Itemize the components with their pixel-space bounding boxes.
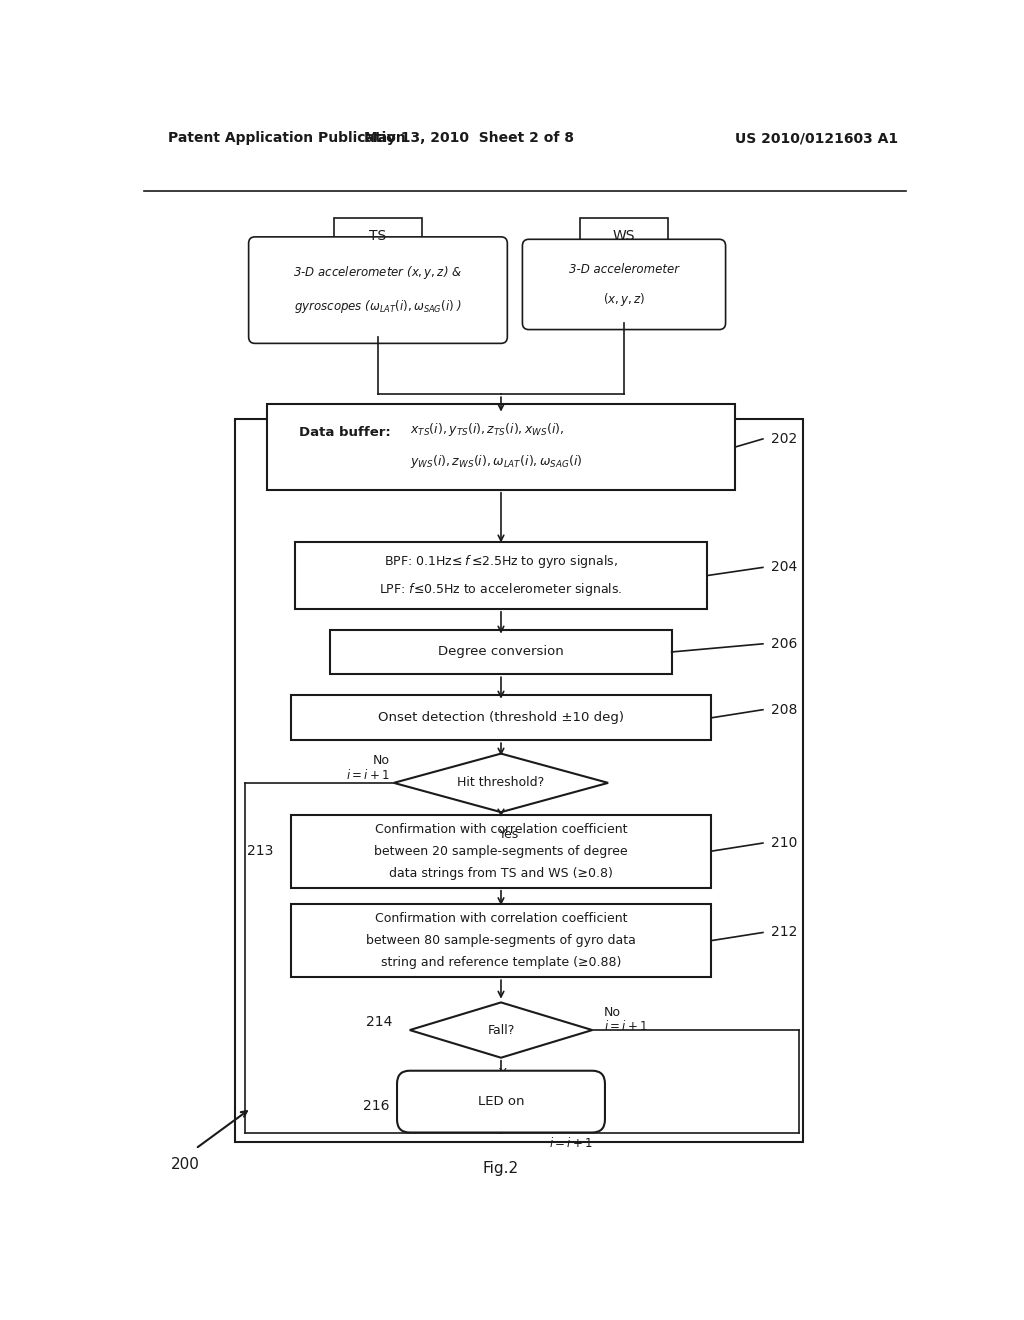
FancyBboxPatch shape [295, 543, 708, 609]
FancyBboxPatch shape [291, 696, 712, 741]
Text: Patent Application Publication: Patent Application Publication [168, 131, 406, 145]
Text: Hit threshold?: Hit threshold? [458, 776, 545, 789]
FancyBboxPatch shape [291, 904, 712, 977]
Text: $i=i+1$: $i=i+1$ [346, 768, 390, 781]
Text: 210: 210 [771, 836, 798, 850]
Text: $(x,y,z)$: $(x,y,z)$ [603, 290, 645, 308]
Text: Fall?: Fall? [487, 1023, 515, 1036]
Text: Confirmation with correlation coefficient: Confirmation with correlation coefficien… [375, 822, 628, 836]
FancyBboxPatch shape [522, 239, 726, 330]
Text: 206: 206 [771, 636, 798, 651]
FancyBboxPatch shape [267, 404, 735, 490]
Text: Onset detection (threshold ±10 deg): Onset detection (threshold ±10 deg) [378, 711, 624, 725]
FancyBboxPatch shape [397, 1071, 605, 1133]
Text: Fig.2: Fig.2 [483, 1160, 519, 1176]
Polygon shape [394, 754, 608, 812]
Text: LED on: LED on [478, 1096, 524, 1107]
Text: Data buffer:: Data buffer: [299, 426, 390, 440]
Text: 216: 216 [364, 1098, 390, 1113]
FancyBboxPatch shape [236, 418, 803, 1142]
Text: 213: 213 [247, 845, 273, 858]
Text: $i=i+1$: $i=i+1$ [604, 1019, 648, 1034]
Text: 200: 200 [171, 1156, 200, 1172]
Text: Degree conversion: Degree conversion [438, 645, 564, 659]
Text: 214: 214 [367, 1015, 392, 1028]
Text: Yes: Yes [499, 1068, 519, 1081]
Text: No: No [373, 754, 390, 767]
Text: 202: 202 [771, 432, 797, 446]
Text: US 2010/0121603 A1: US 2010/0121603 A1 [734, 131, 898, 145]
FancyBboxPatch shape [581, 218, 668, 253]
Text: string and reference template (≥0.88): string and reference template (≥0.88) [381, 956, 622, 969]
Text: between 80 sample-segments of gyro data: between 80 sample-segments of gyro data [366, 935, 636, 948]
Text: 3-D accelerometer ($x,y,z$) &: 3-D accelerometer ($x,y,z$) & [294, 264, 463, 281]
Polygon shape [410, 1002, 592, 1057]
Text: $y_{WS}(i), z_{WS}(i), \omega_{LAT}(i), \omega_{SAG}(i)$: $y_{WS}(i), z_{WS}(i), \omega_{LAT}(i), … [410, 453, 583, 470]
FancyBboxPatch shape [334, 218, 422, 253]
FancyBboxPatch shape [331, 630, 672, 675]
Text: gyroscopes ($\omega_{LAT}(i),\omega_{SAG}(i)$ ): gyroscopes ($\omega_{LAT}(i),\omega_{SAG… [294, 298, 462, 315]
Text: data strings from TS and WS (≥0.8): data strings from TS and WS (≥0.8) [389, 867, 613, 879]
Text: WS: WS [612, 228, 635, 243]
Text: between 20 sample-segments of degree: between 20 sample-segments of degree [374, 845, 628, 858]
Text: No: No [604, 1006, 622, 1019]
Text: $x_{TS}(i), y_{TS}(i), z_{TS}(i), x_{WS}(i),$: $x_{TS}(i), y_{TS}(i), z_{TS}(i), x_{WS}… [410, 421, 564, 438]
Text: 3-D accelerometer: 3-D accelerometer [569, 263, 679, 276]
Text: 208: 208 [771, 702, 798, 717]
Text: 204: 204 [771, 561, 797, 574]
Text: 212: 212 [771, 925, 798, 940]
Text: LPF: $f$≤0.5Hz to accelerometer signals.: LPF: $f$≤0.5Hz to accelerometer signals. [379, 581, 623, 598]
Text: $i=i+1$: $i=i+1$ [549, 1135, 592, 1150]
Text: Yes: Yes [499, 829, 519, 841]
Text: Confirmation with correlation coefficient: Confirmation with correlation coefficien… [375, 912, 628, 925]
FancyBboxPatch shape [249, 236, 507, 343]
FancyBboxPatch shape [291, 814, 712, 888]
Text: May 13, 2010  Sheet 2 of 8: May 13, 2010 Sheet 2 of 8 [365, 131, 574, 145]
Text: TS: TS [370, 228, 387, 243]
Text: BPF: 0.1Hz≤ $f$ ≤2.5Hz to gyro signals,: BPF: 0.1Hz≤ $f$ ≤2.5Hz to gyro signals, [384, 553, 617, 570]
